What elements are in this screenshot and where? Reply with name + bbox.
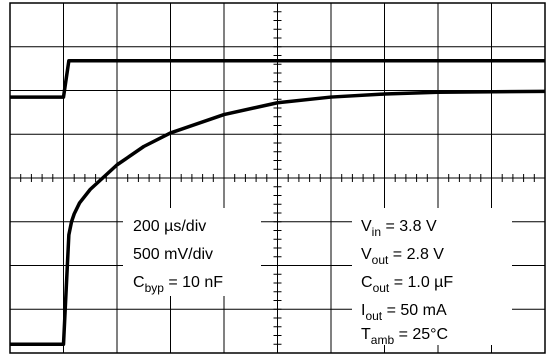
iout-label: Iout = 50 mA	[361, 302, 447, 323]
volt-per-div-label: 500 mV/div	[133, 246, 213, 263]
time-per-div-label: 200 µs/div	[133, 218, 206, 235]
trace-output	[10, 89, 546, 346]
vout-label: Vout = 2.8 V	[361, 246, 444, 267]
trace-enable	[10, 59, 545, 99]
tamb-label: Tamb = 25°C	[361, 326, 448, 347]
settings-panel-bg	[123, 208, 261, 296]
cout-label: Cout = 1.0 µF	[361, 274, 453, 295]
conditions-panel-bg	[352, 208, 512, 345]
traces	[10, 59, 546, 346]
cbyp-label: Cbyp = 10 nF	[133, 274, 223, 295]
vin-label: Vin = 3.8 V	[361, 218, 437, 239]
